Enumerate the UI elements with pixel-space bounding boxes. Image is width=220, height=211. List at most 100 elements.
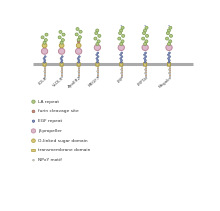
Circle shape [32, 110, 35, 113]
Circle shape [118, 45, 125, 51]
Circle shape [120, 5, 123, 8]
Circle shape [145, 40, 148, 43]
FancyBboxPatch shape [144, 62, 147, 66]
Circle shape [144, 58, 146, 59]
Circle shape [32, 139, 35, 142]
Circle shape [79, 30, 82, 33]
Circle shape [166, 45, 172, 51]
Circle shape [168, 61, 170, 63]
Circle shape [143, 32, 146, 35]
Circle shape [169, 14, 170, 16]
Circle shape [122, 34, 125, 37]
Text: LRP: LRP [116, 76, 125, 84]
FancyBboxPatch shape [77, 62, 80, 66]
Circle shape [168, 23, 170, 25]
Circle shape [145, 14, 147, 16]
Circle shape [61, 39, 64, 42]
Bar [78, 66, 79, 77]
Circle shape [76, 43, 81, 48]
Circle shape [169, 40, 172, 43]
Circle shape [144, 23, 146, 25]
Circle shape [120, 58, 122, 59]
Circle shape [120, 61, 122, 63]
Circle shape [144, 43, 147, 45]
Circle shape [144, 69, 146, 70]
Circle shape [121, 60, 123, 61]
Circle shape [144, 20, 146, 22]
Circle shape [146, 34, 149, 37]
Circle shape [97, 40, 100, 43]
Circle shape [166, 7, 172, 13]
Text: Megalin: Megalin [158, 76, 172, 89]
Circle shape [121, 22, 123, 23]
Circle shape [44, 61, 46, 63]
Bar [97, 66, 98, 77]
Text: transmembrane domain: transmembrane domain [38, 148, 91, 152]
Circle shape [168, 58, 169, 59]
Circle shape [43, 58, 45, 59]
Circle shape [145, 52, 147, 54]
Circle shape [145, 60, 146, 61]
Circle shape [168, 69, 170, 70]
Circle shape [121, 69, 122, 70]
Circle shape [168, 20, 169, 22]
FancyBboxPatch shape [60, 62, 63, 66]
Circle shape [97, 71, 98, 72]
Bar [121, 66, 122, 77]
Circle shape [118, 0, 121, 2]
Circle shape [121, 26, 124, 29]
Circle shape [97, 52, 99, 54]
Circle shape [44, 71, 45, 72]
Circle shape [61, 71, 62, 72]
Circle shape [142, 7, 148, 13]
Circle shape [120, 43, 123, 45]
Circle shape [145, 2, 148, 5]
Circle shape [96, 54, 98, 56]
Circle shape [142, 45, 148, 51]
Text: furin cleavage site: furin cleavage site [38, 110, 79, 114]
Circle shape [120, 16, 122, 18]
Circle shape [44, 56, 46, 58]
Text: LDLR: LDLR [37, 76, 48, 85]
Circle shape [121, 14, 123, 16]
Circle shape [121, 40, 124, 43]
Circle shape [76, 28, 79, 30]
Circle shape [145, 26, 148, 29]
Circle shape [143, 29, 147, 32]
FancyBboxPatch shape [167, 62, 171, 66]
Circle shape [96, 58, 98, 59]
Circle shape [45, 33, 48, 36]
Circle shape [167, 54, 169, 56]
Circle shape [77, 40, 80, 43]
Circle shape [118, 7, 125, 13]
Circle shape [165, 37, 169, 40]
Circle shape [144, 72, 146, 74]
Circle shape [75, 33, 78, 36]
Circle shape [78, 71, 79, 72]
Circle shape [97, 56, 99, 58]
Circle shape [59, 48, 65, 54]
FancyBboxPatch shape [96, 62, 99, 66]
Circle shape [97, 60, 99, 61]
Circle shape [78, 61, 80, 63]
Circle shape [142, 37, 145, 40]
Text: VLDLR: VLDLR [52, 76, 65, 87]
Circle shape [145, 56, 147, 58]
Text: LA repeat: LA repeat [38, 100, 59, 104]
Circle shape [169, 56, 170, 58]
Circle shape [78, 36, 81, 39]
Circle shape [60, 58, 62, 59]
Text: EGF repeat: EGF repeat [38, 119, 62, 123]
Circle shape [168, 72, 170, 74]
Circle shape [121, 72, 122, 74]
Circle shape [119, 32, 122, 35]
Circle shape [166, 32, 169, 35]
Circle shape [120, 29, 123, 32]
FancyBboxPatch shape [32, 149, 35, 151]
Circle shape [78, 56, 80, 58]
Circle shape [168, 22, 170, 23]
Circle shape [169, 52, 170, 54]
Circle shape [96, 61, 98, 63]
Circle shape [167, 5, 171, 8]
Circle shape [145, 22, 146, 23]
